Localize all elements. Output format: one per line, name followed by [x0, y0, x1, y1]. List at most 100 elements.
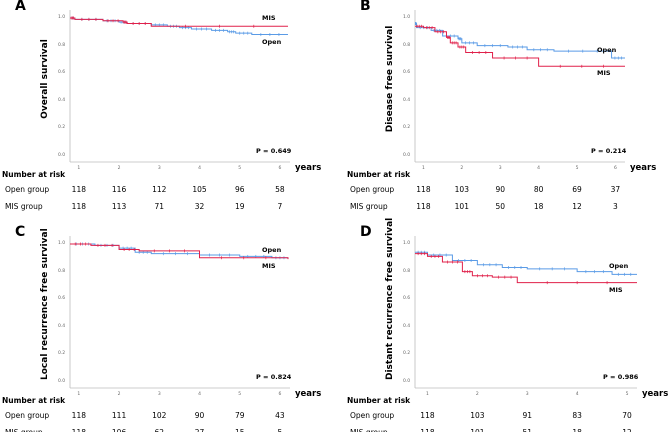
risk-open-value: 79	[234, 411, 245, 420]
y-tick-label: 0.4	[58, 97, 66, 103]
y-tick-label: 0.8	[58, 42, 66, 48]
risk-row-label-open: Open group	[350, 411, 395, 420]
risk-mis-value: 50	[495, 202, 505, 211]
risk-mis-value: 106	[112, 428, 126, 432]
risk-open-value: 118	[71, 411, 87, 420]
risk-open-value: 105	[192, 185, 207, 194]
risk-mis-value: 51	[522, 428, 532, 432]
x-tick-label: 4	[575, 392, 579, 397]
risk-open-value: 37	[610, 185, 621, 194]
risk-open-value: 43	[275, 411, 285, 420]
legend-label-bottom: MIS	[609, 285, 623, 294]
risk-row-label-open: Open group	[5, 411, 50, 420]
y-tick-label: 1.0	[58, 15, 66, 20]
risk-mis-value: 62	[155, 428, 165, 432]
y-tick-label: 0.6	[58, 70, 66, 76]
plot-area	[414, 10, 625, 163]
risk-open-value: 58	[275, 185, 285, 194]
plot-area	[69, 236, 290, 389]
y-tick-label: 1.0	[403, 241, 411, 246]
risk-mis-value: 118	[416, 202, 431, 211]
curve-mis	[70, 17, 288, 27]
x-tick-label: 2	[475, 392, 479, 397]
risk-mis-value: 12	[622, 428, 632, 432]
legend-label-top: Open	[609, 262, 629, 271]
panel-letter: A	[15, 0, 26, 14]
x-tick-label: 2	[117, 166, 121, 171]
y-tick-label: 0.8	[403, 42, 411, 48]
risk-mis-value: 101	[454, 202, 469, 211]
x-axis-label: years	[642, 389, 669, 399]
risk-mis-value: 5	[278, 428, 283, 432]
risk-mis-value: 3	[613, 202, 618, 211]
y-tick-label: 0.4	[403, 97, 411, 103]
y-axis-label: Local recurrence free survival	[40, 228, 50, 380]
p-value: P = 0.214	[591, 147, 627, 155]
risk-open-value: 118	[416, 185, 431, 194]
legend-label-bottom: Open	[262, 37, 282, 46]
x-tick-label: 6	[278, 166, 282, 171]
risk-table-title: Number at risk	[2, 170, 66, 179]
x-tick-label: 1	[422, 166, 425, 171]
risk-mis-value: 32	[194, 202, 205, 211]
x-tick-label: 4	[537, 166, 541, 171]
curve-open	[415, 251, 637, 275]
risk-mis-value: 12	[572, 202, 582, 211]
y-axis-label: Disease free survival	[385, 25, 395, 133]
p-value: P = 0.649	[256, 147, 292, 155]
curve-mis	[415, 25, 625, 67]
legend-label-top: MIS	[262, 14, 276, 23]
risk-open-value: 102	[152, 411, 167, 420]
risk-row-label-mis: MIS group	[5, 202, 43, 211]
risk-open-value: 70	[622, 411, 632, 420]
panel-d: D Distant recurrence free survival 0.0 0.2 0…	[335, 218, 669, 432]
risk-mis-value: 118	[72, 428, 86, 432]
x-axis-label: years	[295, 389, 322, 399]
risk-open-value: 116	[111, 185, 127, 194]
y-tick-label: 0.0	[403, 153, 411, 158]
risk-open-value: 80	[533, 185, 544, 194]
x-tick-label: 5	[575, 166, 579, 171]
x-axis-label: years	[630, 163, 657, 173]
y-tick-label: 0.0	[58, 153, 66, 158]
x-tick-label: 1	[77, 166, 81, 171]
curve-mis	[415, 253, 637, 284]
panel-a: A Overall survival 0.0 0.2 0.4 0.6 0.8 1.0 1 2 3 4 5…	[0, 0, 334, 216]
x-tick-label: 5	[238, 392, 242, 397]
risk-open-value: 91	[522, 411, 533, 420]
risk-mis-value: 19	[234, 202, 245, 211]
risk-mis-value: 71	[154, 202, 165, 211]
risk-row-label-open: Open group	[5, 185, 50, 194]
risk-row-label-mis: MIS group	[5, 428, 43, 432]
legend-label-top: Open	[597, 46, 617, 55]
p-value: P = 0.986	[603, 373, 639, 381]
risk-table-title: Number at risk	[347, 170, 411, 179]
risk-row-label-mis: MIS group	[350, 428, 388, 432]
risk-mis-value: 118	[420, 428, 434, 432]
risk-mis-value: 18	[533, 202, 544, 211]
panel-letter: D	[360, 224, 372, 240]
x-tick-label: 2	[117, 392, 121, 397]
y-tick-label: 0.2	[403, 125, 411, 131]
y-axis-label: Overall survival	[40, 39, 50, 119]
panel-letter: B	[360, 0, 371, 14]
risk-row-label-open: Open group	[350, 185, 395, 194]
panel-b: B Disease free survival 0.0 0.2 0.4 0.6 0.8 1.0…	[335, 0, 669, 216]
y-tick-label: 0.4	[403, 323, 411, 329]
risk-open-value: 90	[194, 411, 205, 420]
risk-open-value: 96	[234, 185, 245, 194]
x-tick-label: 1	[77, 392, 81, 397]
p-value: P = 0.824	[256, 373, 292, 381]
curve-mis	[70, 243, 289, 260]
risk-open-value: 118	[71, 185, 87, 194]
legend-label-bottom: MIS	[262, 262, 276, 271]
x-tick-label: 5	[625, 392, 629, 397]
x-tick-label: 3	[498, 166, 502, 171]
panel-c: C Local recurrence free survival 0.0 0.2 0.4…	[0, 224, 334, 432]
y-tick-label: 1.0	[403, 15, 411, 20]
risk-table-title: Number at risk	[347, 396, 411, 405]
x-tick-label: 3	[157, 392, 161, 397]
y-tick-label: 0.2	[58, 125, 66, 131]
risk-open-value: 112	[152, 185, 167, 194]
